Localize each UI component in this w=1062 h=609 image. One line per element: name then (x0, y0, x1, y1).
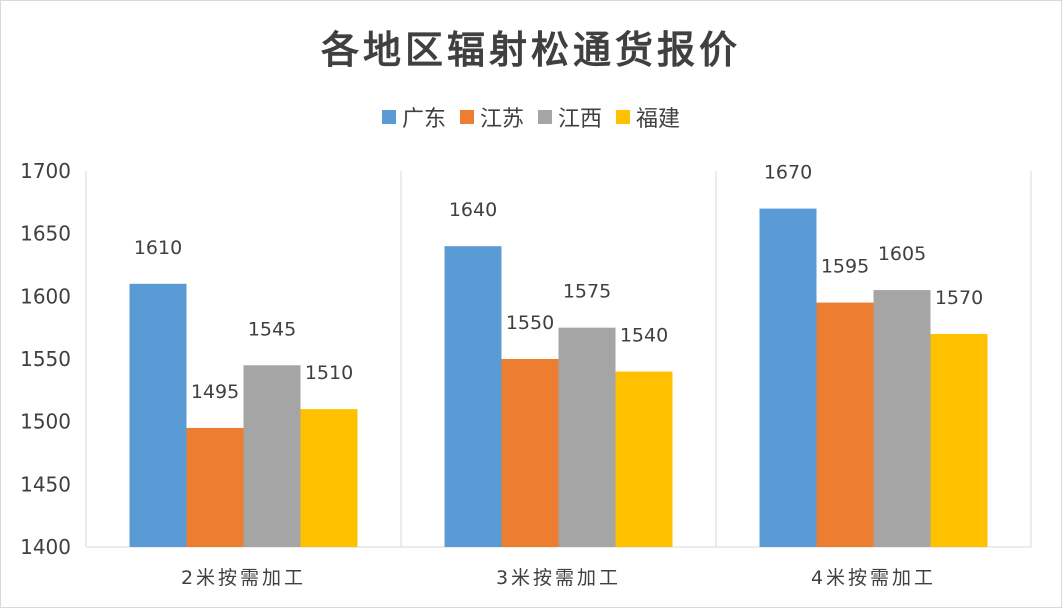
bar (186, 427, 244, 547)
legend-item: 广东 (381, 101, 446, 133)
data-label: 1670 (764, 162, 812, 184)
legend-item: 福建 (616, 101, 680, 133)
legend: 广东 江苏 江西 福建 (1, 101, 1061, 133)
y-tick-label: 1700 (20, 159, 71, 183)
data-label: 1545 (248, 318, 296, 340)
y-tick-label: 1500 (20, 410, 71, 434)
y-tick-label: 1400 (20, 535, 71, 559)
bar (873, 290, 931, 547)
x-tick-label: 3米按需加工 (496, 567, 621, 589)
bar (816, 302, 874, 547)
data-label: 1610 (134, 237, 182, 259)
bar (558, 327, 616, 547)
legend-label: 广东 (401, 107, 446, 132)
bar (615, 371, 673, 547)
data-label: 1540 (620, 325, 668, 347)
x-tick-label: 2米按需加工 (181, 567, 306, 589)
bar (300, 409, 358, 547)
legend-swatch (538, 110, 552, 124)
data-label: 1495 (191, 381, 239, 403)
data-label: 1595 (821, 256, 869, 278)
y-tick-label: 1550 (20, 347, 71, 371)
legend-swatch (459, 110, 474, 124)
data-label: 1570 (935, 287, 983, 309)
bar (129, 283, 187, 547)
y-tick-label: 1450 (20, 472, 71, 496)
legend-swatch (616, 110, 631, 124)
legend-swatch (381, 110, 396, 124)
data-label: 1575 (563, 281, 611, 303)
data-label: 1550 (506, 312, 554, 334)
legend-item: 江苏 (459, 101, 524, 133)
bar (930, 333, 988, 547)
legend-label: 江苏 (479, 107, 524, 132)
data-label: 1640 (449, 199, 497, 221)
y-tick-label: 1600 (20, 284, 71, 308)
bar (243, 365, 301, 547)
x-tick-label: 4米按需加工 (811, 567, 936, 589)
bar (759, 208, 817, 547)
legend-label: 江西 (558, 107, 603, 132)
legend-label: 福建 (636, 107, 681, 132)
bar (444, 246, 502, 547)
bar (501, 359, 559, 547)
data-label: 1605 (878, 243, 926, 265)
y-tick-label: 1650 (20, 222, 71, 246)
chart-title: 各地区辐射松通货报价 (320, 27, 741, 72)
data-label: 1510 (305, 362, 353, 384)
legend-item: 江西 (538, 101, 602, 133)
